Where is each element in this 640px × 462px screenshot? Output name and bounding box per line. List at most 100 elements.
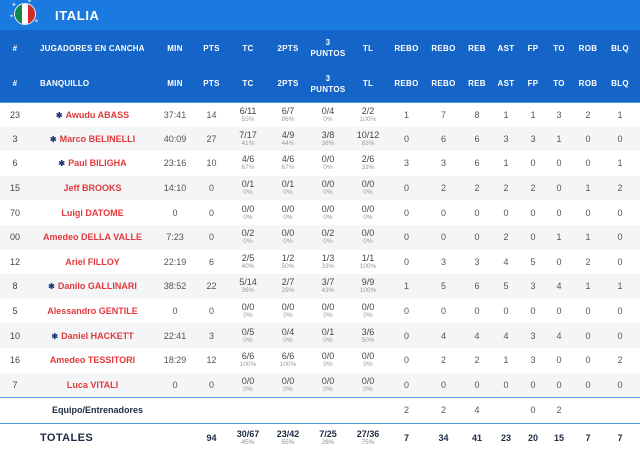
stat-percent: 0% <box>323 336 333 344</box>
stat-cell: 1 <box>503 158 509 169</box>
stat-percent: 67% <box>241 164 255 172</box>
stat-percent: 75% <box>361 439 375 447</box>
col-tc: TC <box>242 43 254 53</box>
stat-cell: 0/0 0% <box>308 299 348 324</box>
stat-cell: 0 <box>440 232 446 243</box>
col-reb-bench: REB <box>468 79 486 89</box>
stat-cell: 2 <box>474 355 480 366</box>
stat-cell: 3 <box>440 158 446 169</box>
table-row[interactable]: 16 Amedeo TESSITORI 18:29 12 6/6 100% 6/6 100% 0… <box>0 347 640 373</box>
col-2pts-bench: 2PTS <box>277 79 299 89</box>
stat-cell: 0 <box>617 133 623 144</box>
stat-made-attempted: 0/0 <box>241 375 255 386</box>
stat-made-attempted: 0/4 <box>281 326 295 337</box>
stat-percent: 0% <box>363 385 373 393</box>
stat-cell: 2 <box>403 405 409 416</box>
stat-cell <box>228 397 268 423</box>
stat-cell: 4 <box>556 281 562 292</box>
player-name[interactable]: ✱ Marco BELINELLI <box>49 133 136 144</box>
stat-cell: 0 <box>585 158 591 169</box>
stat-cell: 1 <box>503 355 509 366</box>
stat-cell: 0 <box>617 306 623 317</box>
sparkle-icon: ✦ <box>27 0 33 5</box>
player-name[interactable]: ✱ Danilo GALLINARI <box>48 281 137 292</box>
stat-cell: 0 <box>403 207 409 218</box>
stat-cell: 1 <box>556 232 562 243</box>
col-3puntos-line2: PUNTOS <box>310 49 346 58</box>
col-ast-bench: AST <box>497 79 515 89</box>
stat-cell: 4/6 67% <box>268 151 308 176</box>
player-name[interactable]: Amedeo TESSITORI <box>49 355 136 366</box>
stat-cell: 0/0 0% <box>308 348 348 373</box>
player-name[interactable]: ✱ Daniel HACKETT <box>51 330 134 341</box>
stat-cell <box>604 397 636 423</box>
stat-cell: 0 <box>636 200 640 225</box>
player-name[interactable]: Jeff BROOKS <box>63 183 122 194</box>
stat-cell <box>348 397 388 423</box>
stat-cell: 41 <box>471 433 482 444</box>
stat-made-attempted: 5/14 <box>239 277 257 288</box>
stat-cell: 0 <box>172 207 178 218</box>
stat-cell: 0 <box>585 379 591 390</box>
stat-made-attempted: 1/2 <box>281 252 295 263</box>
table-row[interactable]: 6 ✱ Paul BILIGHA 23:16 10 4/6 67% 4/6 67% 0/0 0% 2/… <box>0 151 640 176</box>
stat-cell: 1 <box>617 281 623 292</box>
stat-percent: 0% <box>243 189 253 197</box>
player-name[interactable]: Alessandro GENTILE <box>47 306 138 317</box>
stat-cell: 0 <box>585 355 591 366</box>
table-row[interactable]: 7 Luca VITALI 0 0 0/0 0% 0/0 0% 0/0 0% 0/0 0% 0 0 0 0 0 0… <box>0 372 640 398</box>
stat-cell: 0/1 0% <box>308 323 348 348</box>
stat-cell: 1 <box>556 133 562 144</box>
stat-made-attempted: 0/0 <box>361 351 375 362</box>
stat-cell: 0 <box>617 256 623 267</box>
stat-percent: 45% <box>241 439 255 447</box>
stat-cell: 2 <box>617 355 623 366</box>
player-number: 15 <box>9 183 20 194</box>
stat-cell: 0 <box>208 379 214 390</box>
stat-cell: 0 <box>474 379 480 390</box>
table-row[interactable]: 10 ✱ Daniel HACKETT 22:41 3 0/5 0% 0/4 0% 0/1 0% 3/… <box>0 323 640 348</box>
stat-cell: 18:29 <box>163 355 187 366</box>
stat-cell: 2 <box>530 183 536 194</box>
stat-cell: 22 <box>206 281 217 292</box>
table-row[interactable]: 5 Alessandro GENTILE 0 0 0/0 0% 0/0 0% 0/0 0% 0/0 0… <box>0 298 640 324</box>
sparkle-icon: ✦ <box>9 14 15 20</box>
stat-cell: 0 <box>556 306 562 317</box>
stat-cell: 14 <box>195 101 228 127</box>
player-name[interactable]: Luigi DATOME <box>61 207 124 218</box>
col-min-bench: MIN <box>167 79 183 89</box>
stat-percent: 0% <box>323 164 333 172</box>
table-row[interactable]: 12 Ariel FILLOY 22:19 6 2/5 40% 1/2 50% 1/3 33% 1/… <box>0 249 640 275</box>
stat-cell: 6 <box>474 281 480 292</box>
stat-made-attempted: 0/0 <box>321 179 335 190</box>
stat-cell: 94 <box>206 433 217 444</box>
table-row[interactable]: 00 Amedeo DELLA VALLE 7:23 0 0/2 0% 0/0 0% 0/2 0%… <box>0 224 640 250</box>
table-row[interactable]: 3 ✱ Marco BELINELLI 40:09 27 7/17 41% 4/9 44% 3/8… <box>0 126 640 152</box>
stat-cell: 4 <box>474 405 480 416</box>
stat-cell: 3 <box>530 133 536 144</box>
stat-made-attempted: 1/1 <box>361 252 375 263</box>
stat-cell: 0/2 0% <box>228 225 268 250</box>
stat-cell: 1 <box>617 158 623 169</box>
table-row[interactable]: 8 ✱ Danilo GALLINARI 38:52 22 5/14 36% 2/7 29% 3/… <box>0 274 640 299</box>
stat-cell: 0 <box>208 306 214 317</box>
player-name[interactable]: ✱ Awudu ABASS <box>30 101 155 127</box>
table-row[interactable]: 23 ✱ Awudu ABASS 37:41 14 6/11 55% 6/7 86% 0/4 0% 2… <box>0 101 640 127</box>
player-name[interactable]: Luca VITALI <box>66 379 119 390</box>
stat-cell: 7 <box>425 101 462 127</box>
player-name[interactable]: ✱ Paul BILIGHA <box>58 158 127 169</box>
stat-cell: 4/9 44% <box>268 127 308 152</box>
player-name[interactable]: Ariel FILLOY <box>65 256 120 267</box>
stat-cell <box>155 397 195 423</box>
stat-cell: 0 <box>172 306 178 317</box>
stat-cell: -13 <box>636 225 640 250</box>
stat-cell: 0 <box>474 306 480 317</box>
stat-percent: 0% <box>243 385 253 393</box>
player-name[interactable]: Amedeo DELLA VALLE <box>42 232 142 243</box>
stat-cell: 5 <box>636 274 640 299</box>
table-row[interactable]: 70 Luigi DATOME 0 0 0/0 0% 0/0 0% 0/0 0% 0/0 0% 0 0 0 0… <box>0 200 640 225</box>
stat-cell: 0 <box>403 306 409 317</box>
table-body: 23 ✱ Awudu ABASS 37:41 14 6/11 55% 6/7 86% 0/4 0% 2… <box>0 101 640 454</box>
stat-percent: 0% <box>243 312 253 320</box>
table-row[interactable]: 15 Jeff BROOKS 14:10 0 0/1 0% 0/1 0% 0/0 0% 0/0 0% 0… <box>0 175 640 201</box>
